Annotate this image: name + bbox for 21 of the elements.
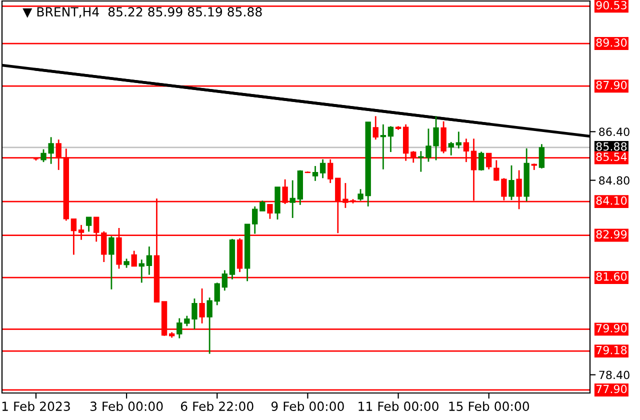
ref-line-label: 79.18 xyxy=(596,346,627,354)
x-tick-label: 1 Feb 2023 xyxy=(2,401,70,412)
ref-line-label: 79.90 xyxy=(596,324,627,332)
x-tick-label: 11 Feb 00:00 xyxy=(358,401,438,412)
chart-title: ▼ BRENT,H4 85.22 85.99 85.19 85.88 xyxy=(22,7,262,18)
x-tick-label: 9 Feb 00:00 xyxy=(271,401,344,412)
x-tick-label: 3 Feb 00:00 xyxy=(90,401,163,412)
ref-line-label: 77.90 xyxy=(596,384,627,394)
y-tick-label: 86.40 xyxy=(599,128,630,136)
ref-line-label: 82.99 xyxy=(596,230,627,239)
ref-line-label: 81.60 xyxy=(596,272,627,281)
ref-line-label: 89.30 xyxy=(596,38,627,47)
y-tick-label: 78.40 xyxy=(599,370,630,380)
x-tick-label: 15 Feb 00:00 xyxy=(449,401,530,412)
ref-line-label: 90.53 xyxy=(596,0,626,10)
x-tick-label: 6 Feb 22:00 xyxy=(180,401,254,412)
ref-line-label: 87.90 xyxy=(596,80,627,90)
y-tick-label: 84.80 xyxy=(599,176,630,185)
ref-line-label: 85.88 xyxy=(596,142,627,151)
ref-line-label: 84.10 xyxy=(596,196,627,205)
ref-line-label: 85.54 xyxy=(596,152,627,162)
